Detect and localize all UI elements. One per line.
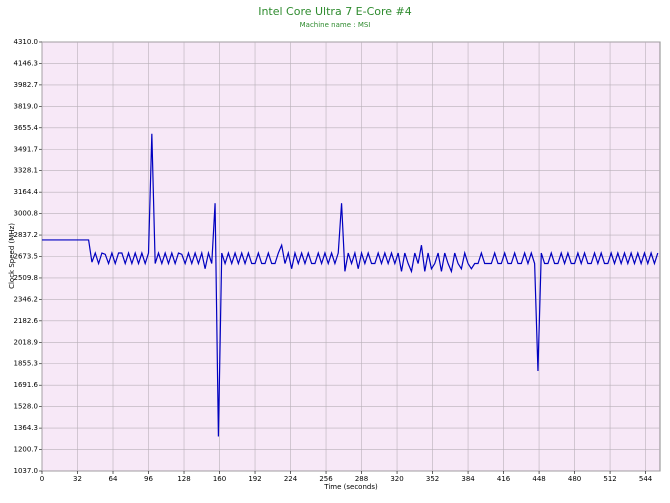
x-tick-label: 512 (603, 475, 616, 483)
y-tick-label: 2018.9 (14, 338, 39, 346)
x-tick-label: 352 (426, 475, 439, 483)
y-tick-label: 4310.0 (14, 38, 39, 46)
y-tick-label: 1037.0 (14, 467, 39, 475)
x-tick-label: 192 (248, 475, 261, 483)
y-tick-label: 1364.3 (14, 424, 39, 432)
y-tick-label: 1691.6 (14, 381, 39, 389)
x-tick-label: 96 (144, 475, 153, 483)
x-tick-label: 256 (319, 475, 333, 483)
y-tick-label: 1528.0 (14, 403, 39, 411)
y-tick-label: 2346.2 (14, 295, 39, 303)
x-tick-label: 288 (355, 475, 368, 483)
y-tick-label: 3164.4 (14, 188, 39, 196)
x-axis-label: Time (seconds) (323, 483, 378, 491)
y-axis-label: Clock Speed (MHz) (8, 223, 16, 289)
y-tick-label: 3655.4 (14, 124, 39, 132)
y-tick-label: 3328.1 (14, 167, 39, 175)
x-tick-label: 416 (497, 475, 511, 483)
x-tick-label: 320 (390, 475, 403, 483)
x-tick-label: 0 (40, 475, 44, 483)
y-tick-label: 3819.0 (14, 102, 39, 110)
y-tick-label: 1855.3 (14, 360, 39, 368)
y-tick-label: 3982.7 (14, 81, 39, 89)
y-tick-label: 2509.8 (14, 274, 39, 282)
x-tick-label: 448 (532, 475, 545, 483)
data-line (42, 133, 659, 437)
x-tick-label: 480 (568, 475, 581, 483)
y-tick-label: 3000.8 (14, 210, 39, 218)
y-tick-label: 1200.7 (14, 446, 39, 454)
chart-subtitle: Machine name : MSI (300, 21, 371, 29)
x-tick-label: 384 (461, 475, 475, 483)
y-tick-label: 4146.3 (14, 59, 39, 67)
y-tick-label: 2182.6 (14, 317, 39, 325)
y-tick-label: 2673.5 (14, 253, 39, 261)
x-tick-label: 64 (109, 475, 118, 483)
chart-title: Intel Core Ultra 7 E-Core #4 (258, 5, 412, 18)
x-tick-label: 128 (177, 475, 190, 483)
y-tick-label: 2837.2 (14, 231, 39, 239)
x-tick-label: 544 (639, 475, 653, 483)
x-tick-label: 32 (73, 475, 82, 483)
y-tick-label: 3491.7 (14, 145, 39, 153)
x-tick-label: 224 (284, 475, 298, 483)
x-tick-label: 160 (213, 475, 226, 483)
